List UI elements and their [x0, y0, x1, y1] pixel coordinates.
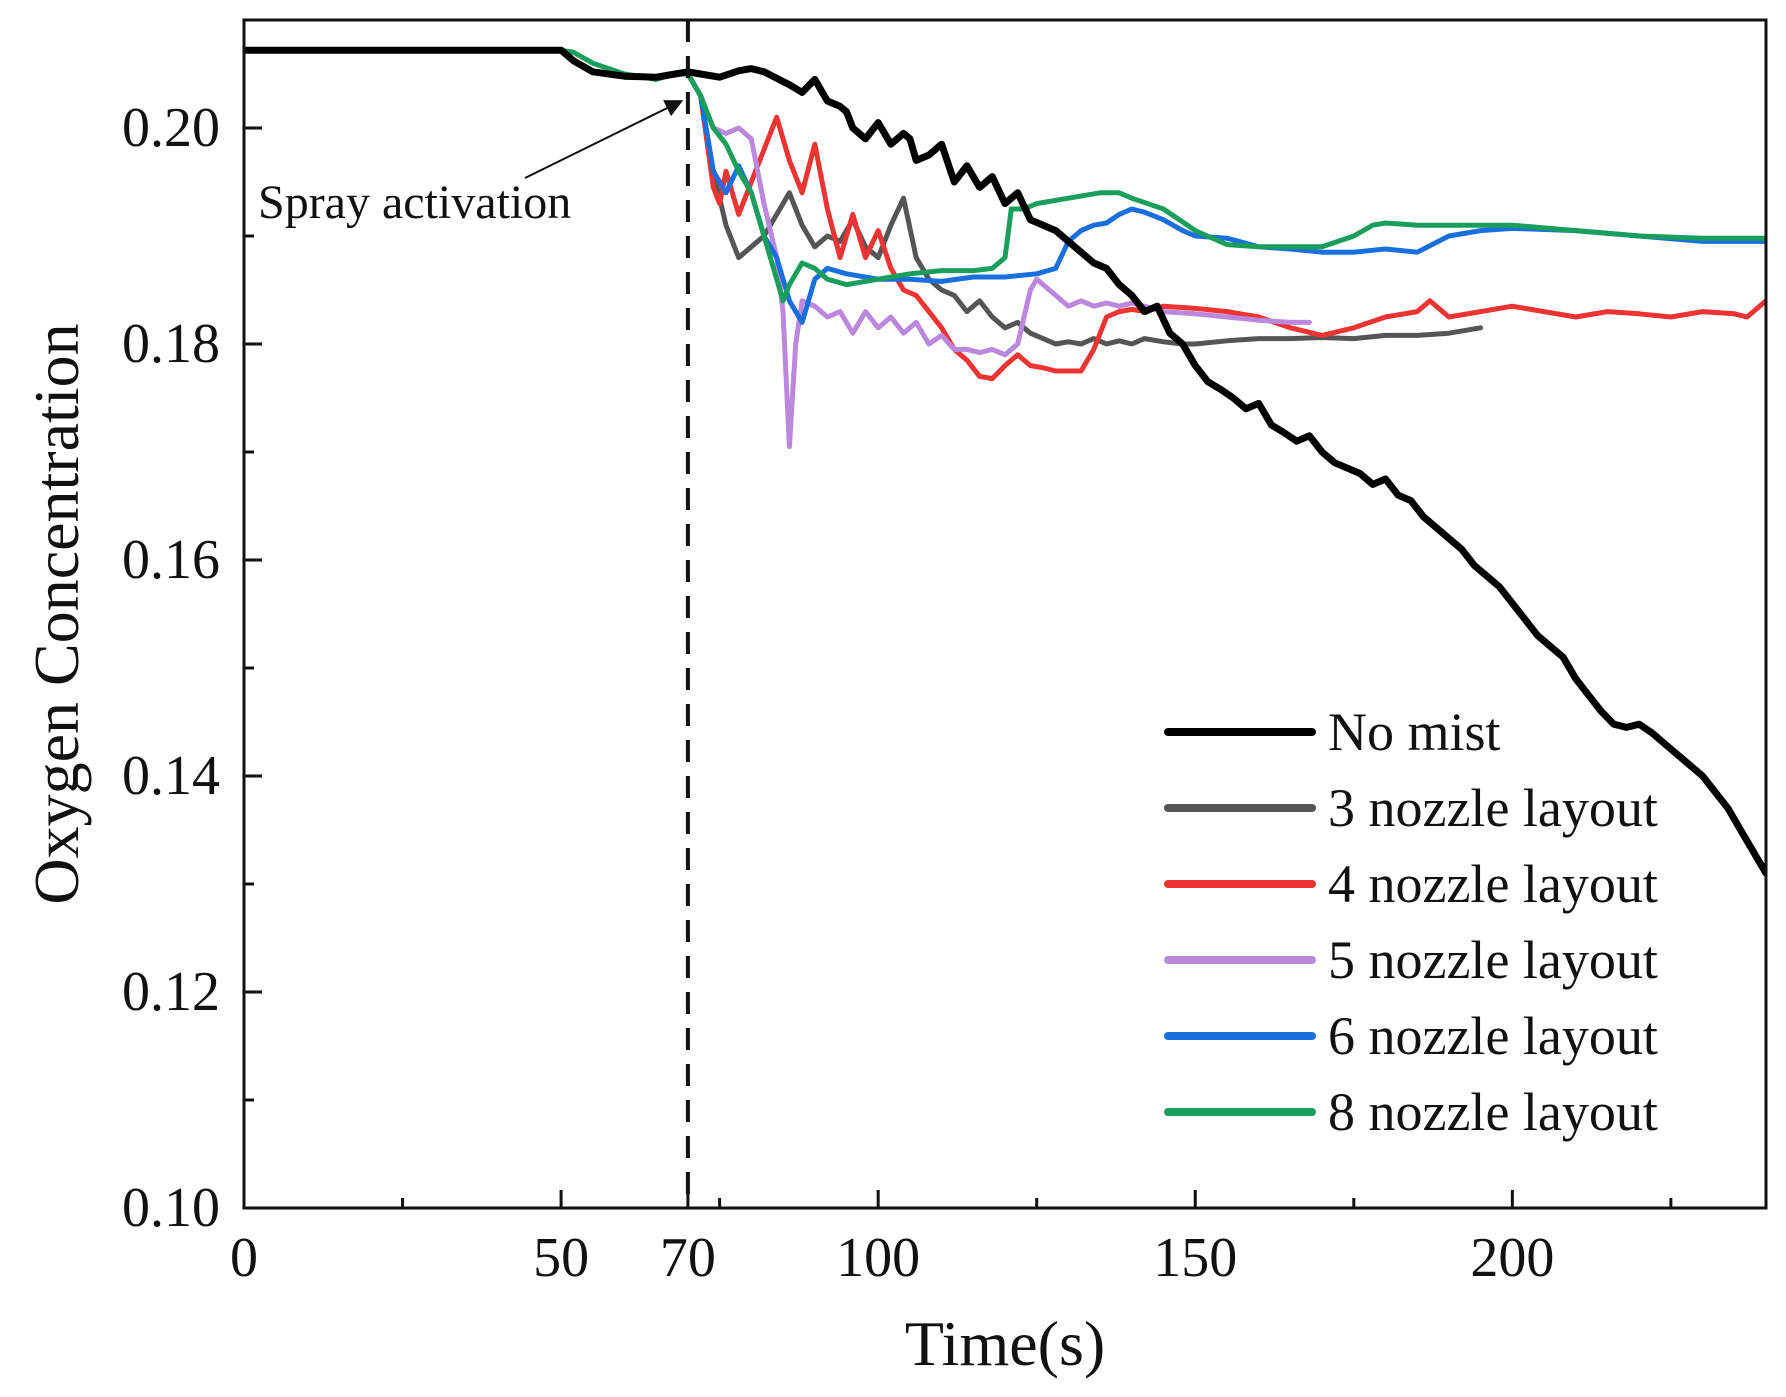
y-tick-label: 0.18 — [122, 313, 220, 375]
axis-layer: 0 50 70 100 150 200 0.10 0.12 0.14 0.16 0.18 0.20 — [122, 97, 1673, 1289]
x-tick-label: 50 — [533, 1227, 589, 1289]
series-line-5 — [571, 58, 1766, 325]
x-tick-label: 70 — [660, 1227, 716, 1289]
series-line-2 — [571, 58, 1484, 347]
y-tick-label: 0.12 — [122, 961, 220, 1023]
series-line-4 — [698, 93, 1312, 450]
y-tick-label: 0.14 — [122, 745, 220, 807]
plot-frame — [242, 18, 1768, 1210]
series-line-6 — [558, 47, 1766, 304]
x-tick-label: 150 — [1153, 1227, 1237, 1289]
y-axis-label: Oxygen Concentration — [21, 323, 92, 904]
spray-activation-arrow — [524, 100, 684, 179]
legend-label-5: 6 nozzle layout — [1328, 1006, 1658, 1066]
legend-label-2: 3 nozzle layout — [1328, 778, 1658, 838]
x-tick-label: 100 — [836, 1227, 920, 1289]
x-tick-label: 200 — [1470, 1227, 1554, 1289]
series-line-1 — [244, 46, 1766, 877]
series-layer — [244, 46, 1766, 877]
x-axis-label: Time(s) — [905, 1308, 1105, 1379]
x-tick-label: 0 — [230, 1227, 258, 1289]
spray-activation-label: Spray activation — [258, 176, 571, 229]
y-tick-label: 0.20 — [122, 97, 220, 159]
legend-label-4: 5 nozzle layout — [1328, 930, 1658, 990]
legend-label-1: No mist — [1328, 702, 1501, 762]
y-tick-label: 0.10 — [122, 1177, 220, 1239]
legend-label-3: 4 nozzle layout — [1328, 854, 1658, 914]
legend: No mist 3 nozzle layout 4 nozzle layout 5 n… — [1164, 702, 1658, 1142]
y-tick-label: 0.16 — [122, 529, 220, 591]
legend-label-6: 8 nozzle layout — [1328, 1082, 1658, 1142]
series-line-3 — [571, 58, 1766, 382]
